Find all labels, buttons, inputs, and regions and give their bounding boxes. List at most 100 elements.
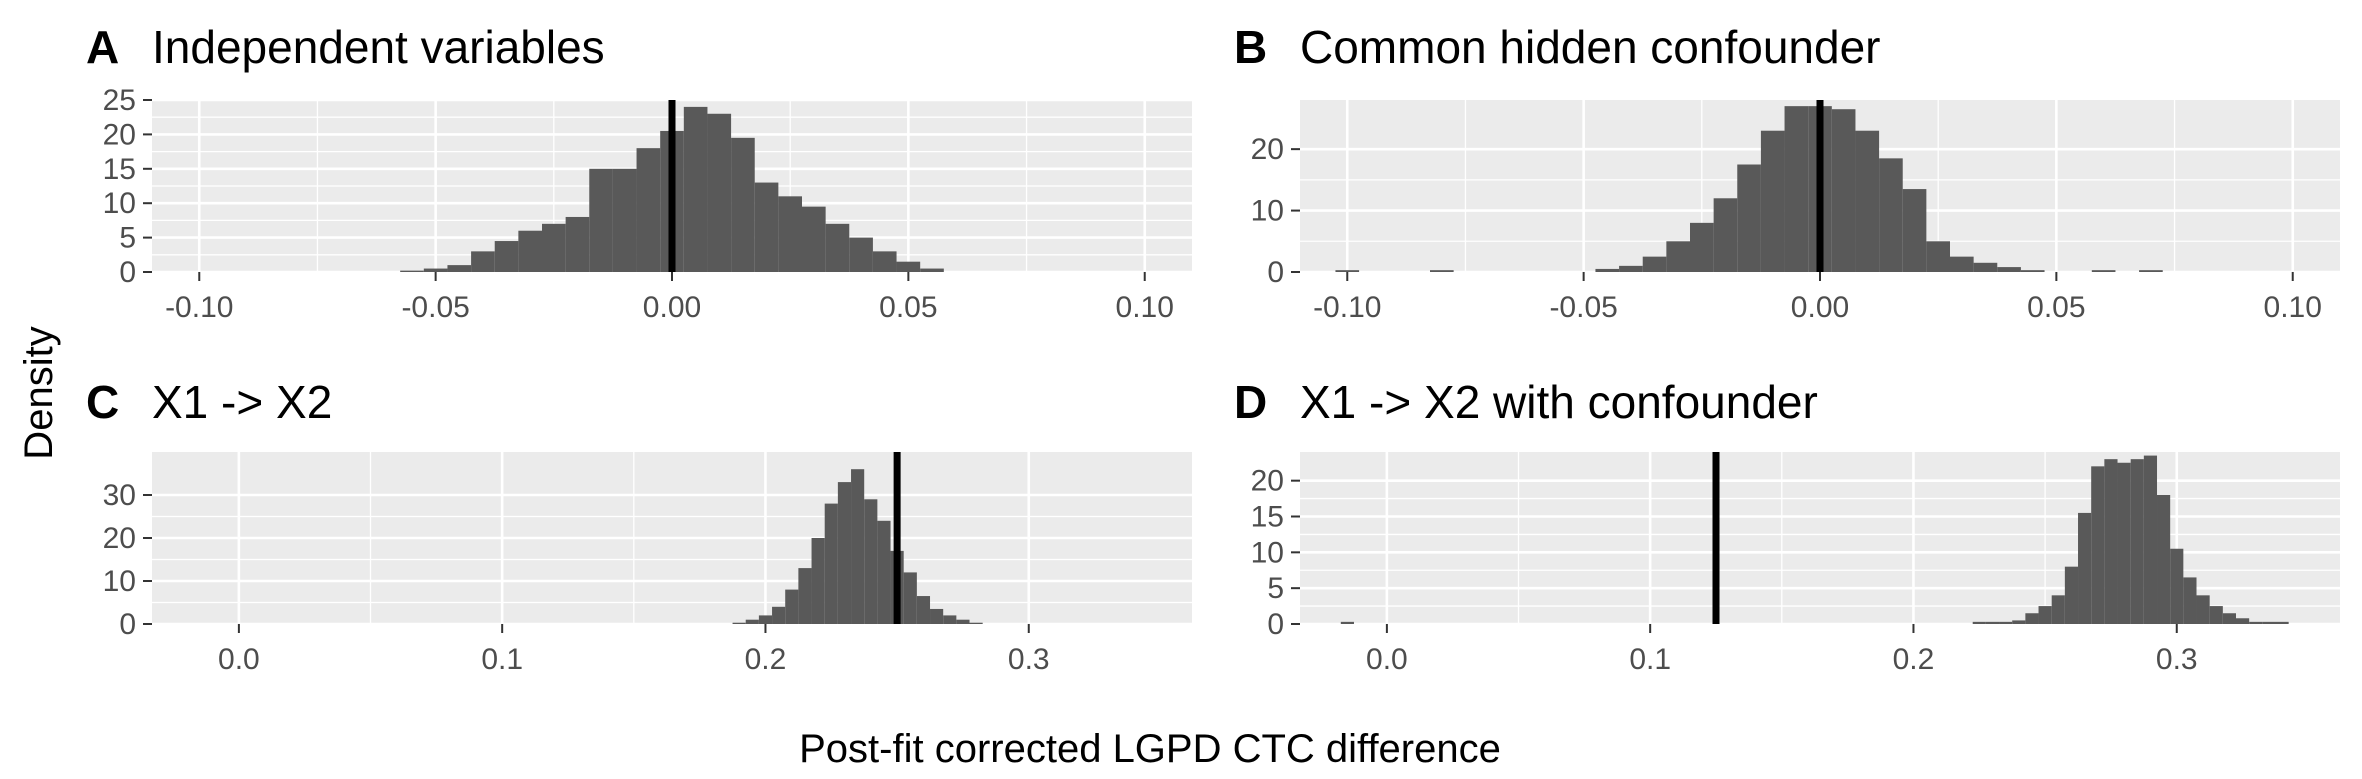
histogram-bar xyxy=(565,216,590,272)
x-tick-label: -0.05 xyxy=(401,291,469,324)
y-tick-label: 15 xyxy=(103,153,136,186)
histogram-bar xyxy=(1902,189,1927,272)
x-tick-label: 0.05 xyxy=(879,291,937,324)
panel-tag: D xyxy=(1234,376,1267,428)
histogram-bar xyxy=(785,589,799,624)
histogram-bar xyxy=(1784,106,1809,273)
histogram-bar xyxy=(851,469,865,624)
histogram-bar xyxy=(2249,621,2263,624)
x-tick-label: -0.05 xyxy=(1549,291,1617,324)
y-tick-label: 0 xyxy=(119,256,136,289)
panel-title: Independent variables xyxy=(152,21,605,73)
histogram-bar xyxy=(2038,606,2052,624)
histogram-bar xyxy=(1855,130,1880,272)
histogram-bar xyxy=(636,148,661,272)
panel-tag: A xyxy=(86,21,119,73)
y-tick-label: 0 xyxy=(119,608,136,641)
histogram-bar xyxy=(1760,130,1785,272)
histogram-bar xyxy=(2020,270,2045,272)
histogram-bar xyxy=(956,619,970,624)
histogram-bar xyxy=(2143,455,2158,624)
x-tick-label: 0.00 xyxy=(643,291,701,324)
histogram-bar xyxy=(758,615,773,624)
histogram-bar xyxy=(802,206,826,272)
histogram-bar xyxy=(1831,109,1856,272)
histogram-bar xyxy=(1997,267,2021,272)
histogram-bar xyxy=(798,568,812,624)
histogram-bar xyxy=(2209,606,2223,624)
panel-c: 0.0 0.1 0.2 0.3 0 10 20 30 C X1 -> X2 xyxy=(86,376,1192,676)
histogram-bar xyxy=(494,241,519,272)
y-tick-label: 5 xyxy=(119,222,136,255)
histogram-bar xyxy=(732,622,746,624)
histogram-bar xyxy=(903,572,917,624)
y-axis-title: Density xyxy=(17,326,61,459)
histogram-bar xyxy=(745,619,759,624)
histogram-bar xyxy=(969,622,983,624)
x-tick-label: -0.10 xyxy=(1313,291,1381,324)
y-tick-label: 20 xyxy=(1251,465,1284,498)
x-tick-label: 0.0 xyxy=(1366,643,1408,676)
histogram-bar xyxy=(1690,222,1714,272)
y-tick-label: 30 xyxy=(103,479,136,512)
histogram-bar xyxy=(2139,270,2163,272)
histogram-bar xyxy=(1999,621,2013,624)
histogram-bar xyxy=(1335,270,1360,272)
histogram-bar xyxy=(1737,164,1761,272)
histogram-bar xyxy=(1950,256,1974,272)
histogram-bar xyxy=(1340,621,1354,624)
histogram-bar xyxy=(811,538,825,624)
histogram-bar xyxy=(872,251,897,272)
histogram-bar xyxy=(612,168,637,272)
x-tick-label: 0.1 xyxy=(1629,643,1671,676)
histogram-bar xyxy=(2051,595,2065,624)
y-tick-label: 20 xyxy=(1251,133,1284,166)
x-tick-label: 0.10 xyxy=(2264,291,2322,324)
panel-tag: B xyxy=(1234,21,1267,73)
histogram-bar xyxy=(2064,566,2079,624)
histogram-bar xyxy=(518,230,542,272)
histogram-bar xyxy=(2117,462,2131,624)
histogram-bar xyxy=(2091,270,2116,272)
histogram-bar xyxy=(778,196,802,272)
histogram-bar xyxy=(400,270,424,272)
x-tick-label: 0.3 xyxy=(1008,643,1050,676)
histogram-bar xyxy=(837,482,852,624)
x-tick-label: 0.00 xyxy=(1791,291,1849,324)
y-tick-label: 15 xyxy=(1251,501,1284,534)
x-tick-label: -0.10 xyxy=(165,291,233,324)
histogram-bar xyxy=(754,182,779,272)
histogram-bar xyxy=(1926,241,1950,272)
x-tick-label: 0.1 xyxy=(481,643,523,676)
histogram-bar xyxy=(471,251,495,272)
histogram-bar xyxy=(1973,262,1998,272)
y-tick-label: 0 xyxy=(1267,608,1284,641)
histogram-bar xyxy=(943,615,957,624)
y-tick-label: 20 xyxy=(103,522,136,555)
histogram-bar xyxy=(2091,466,2105,624)
histogram-bar xyxy=(423,268,448,272)
histogram-bar xyxy=(589,168,613,272)
y-tick-label: 5 xyxy=(1267,572,1284,605)
panel-tag: C xyxy=(86,376,119,428)
histogram-bar xyxy=(825,223,850,272)
x-tick-label: 0.0 xyxy=(218,643,260,676)
histogram-bar xyxy=(2025,613,2039,624)
histogram-bar xyxy=(1985,621,2000,624)
histogram-bar xyxy=(2012,620,2026,624)
histogram-bar xyxy=(1879,158,1903,272)
x-tick-label: 0.2 xyxy=(1893,643,1935,676)
histogram-bar xyxy=(1430,270,1454,272)
histogram-bar xyxy=(2078,512,2092,624)
histogram-bar xyxy=(920,268,944,272)
histogram-bar xyxy=(2130,459,2144,624)
histogram-bar xyxy=(2170,548,2184,624)
histogram-bar xyxy=(1972,621,1986,624)
panel-b: -0.10 -0.05 0.00 0.05 0.10 0 10 20 B Common hidde… xyxy=(1234,21,2340,324)
histogram-bar xyxy=(896,261,921,272)
histogram-bar xyxy=(1666,241,1690,272)
x-axis-title: Post-fit corrected LGPD CTC difference xyxy=(799,727,1501,771)
histogram-bar xyxy=(707,113,732,272)
